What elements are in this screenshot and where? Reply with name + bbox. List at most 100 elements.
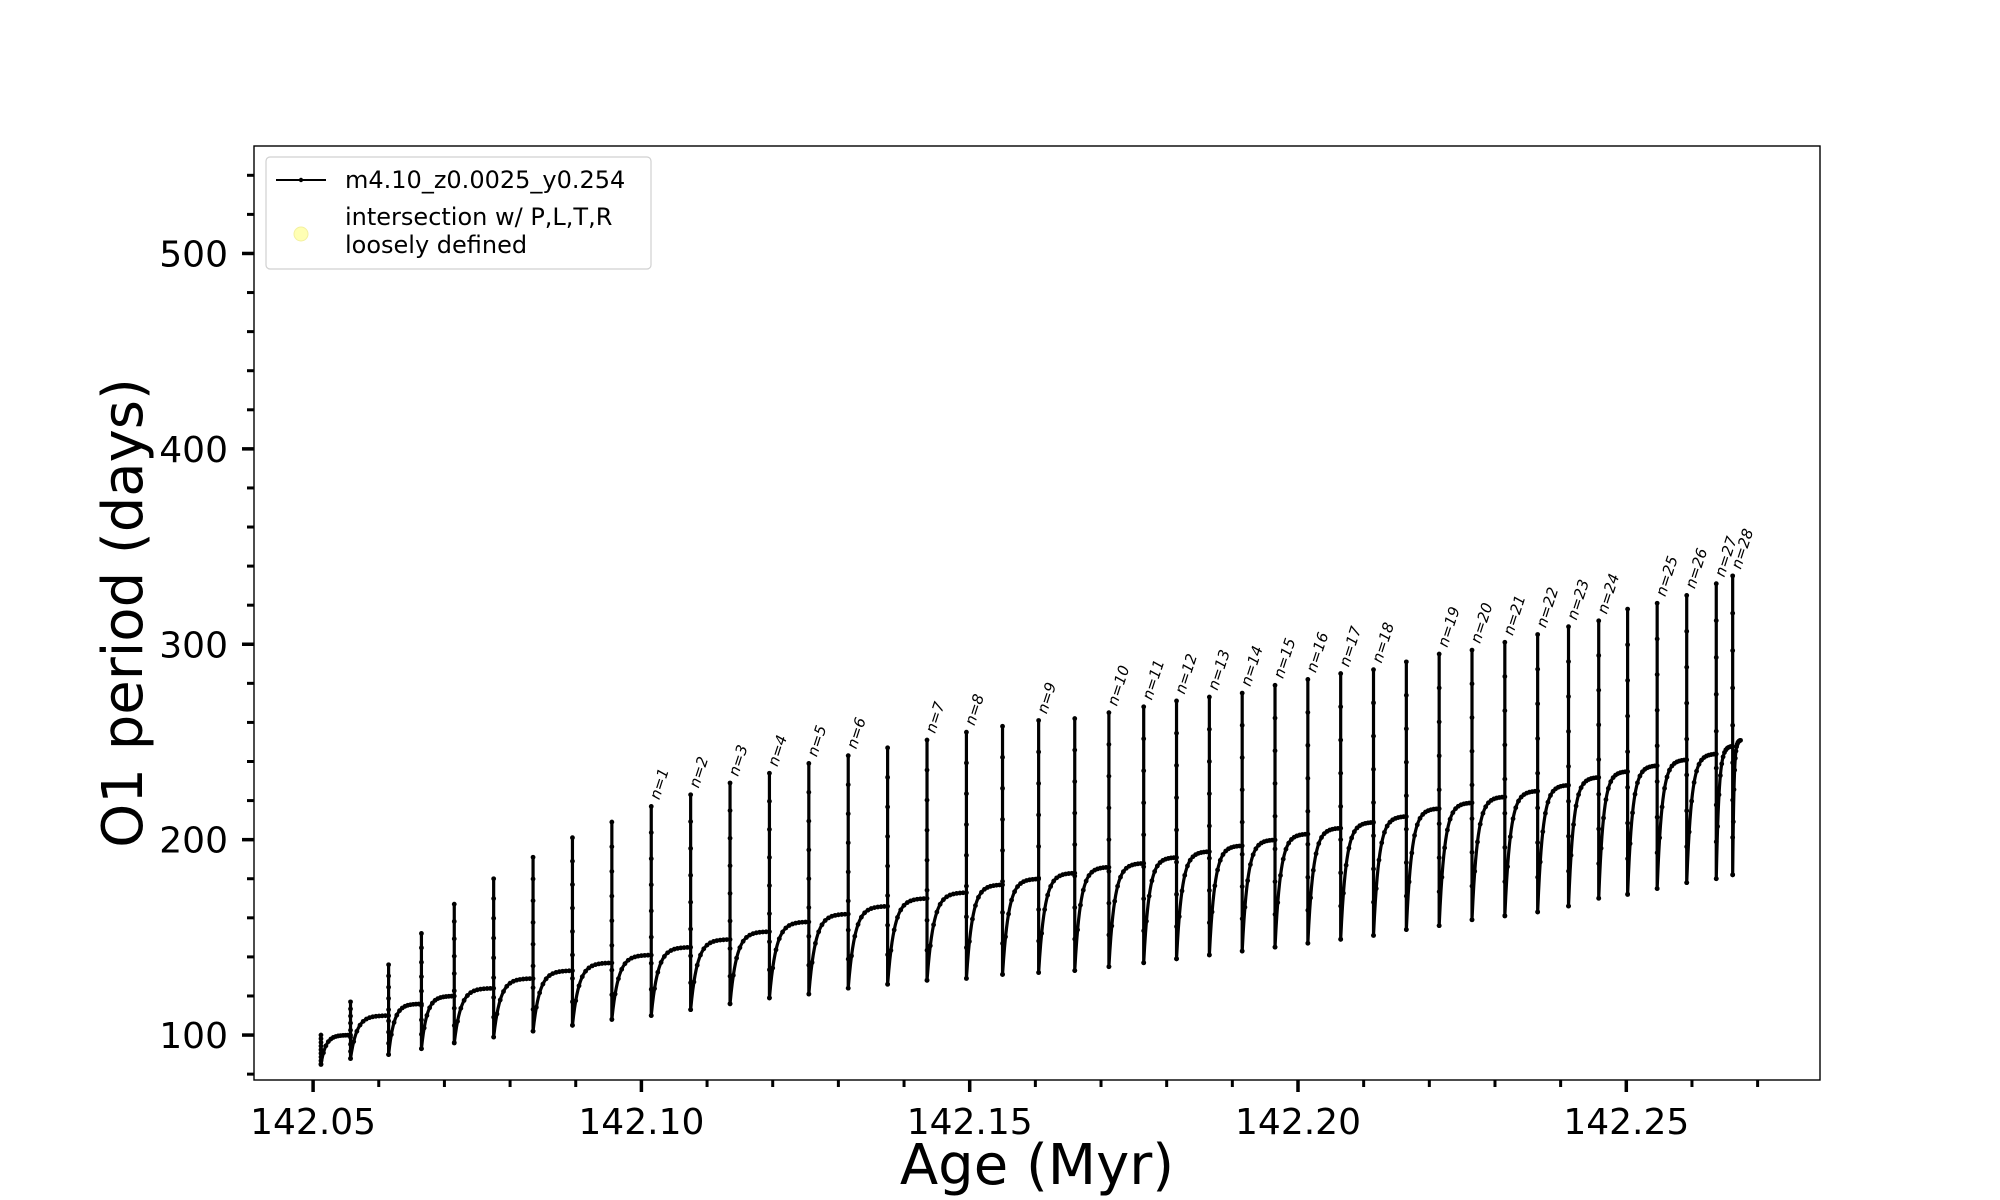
series-point bbox=[885, 893, 891, 898]
series-point bbox=[1174, 698, 1179, 704]
series-point bbox=[579, 974, 585, 980]
series-point bbox=[964, 760, 969, 766]
series-point bbox=[348, 1027, 353, 1033]
series-point bbox=[1349, 835, 1355, 841]
series-point bbox=[1239, 819, 1245, 825]
series-point bbox=[609, 844, 615, 850]
series-point bbox=[1141, 800, 1147, 806]
series-point bbox=[386, 984, 391, 990]
series-point bbox=[1075, 927, 1080, 933]
series-point bbox=[1036, 812, 1042, 818]
series-point bbox=[419, 1046, 424, 1052]
series-point bbox=[609, 1017, 615, 1022]
series-point bbox=[1732, 767, 1738, 773]
series-point bbox=[530, 976, 536, 981]
series-point bbox=[530, 920, 536, 925]
x-axis-label: Age (Myr) bbox=[900, 1133, 1174, 1198]
series-point bbox=[1403, 893, 1409, 899]
series-point bbox=[1106, 932, 1112, 938]
series-point bbox=[1106, 964, 1112, 970]
series-point bbox=[622, 961, 628, 967]
series-point bbox=[1694, 768, 1699, 774]
series-point bbox=[964, 975, 969, 981]
series-point bbox=[924, 797, 930, 803]
series-point bbox=[386, 1052, 391, 1057]
series-point bbox=[348, 1041, 353, 1047]
series-point bbox=[1338, 704, 1344, 710]
series-point bbox=[1730, 573, 1736, 579]
series-point bbox=[1403, 726, 1409, 732]
series-point bbox=[1635, 780, 1640, 786]
series-point bbox=[451, 1023, 457, 1028]
series-point bbox=[491, 876, 497, 882]
series-point bbox=[1036, 844, 1042, 849]
series-point bbox=[1576, 792, 1581, 797]
series-point bbox=[609, 943, 615, 948]
series-point bbox=[1625, 784, 1631, 790]
series-point bbox=[1483, 804, 1489, 810]
series-point bbox=[1305, 874, 1311, 880]
series-point bbox=[845, 840, 851, 846]
series-point bbox=[1000, 879, 1005, 884]
series-point bbox=[1006, 911, 1011, 917]
legend-circle-marker bbox=[293, 226, 309, 242]
series-point bbox=[1568, 852, 1574, 858]
series-point bbox=[806, 962, 812, 968]
series-point bbox=[1072, 873, 1078, 879]
series-point bbox=[1403, 793, 1409, 799]
series-point bbox=[1000, 910, 1005, 915]
series-point bbox=[1469, 917, 1475, 923]
series-point bbox=[1182, 872, 1188, 878]
cycle-annotation: n=17 bbox=[1335, 624, 1365, 669]
series-point bbox=[1149, 878, 1155, 884]
series-point bbox=[1578, 785, 1584, 791]
series-point bbox=[727, 1001, 733, 1007]
series-point bbox=[698, 952, 703, 958]
series-point bbox=[455, 1018, 460, 1024]
cycle-annotation: n=3 bbox=[725, 743, 752, 779]
series-point bbox=[1684, 772, 1690, 778]
series-point bbox=[1566, 729, 1571, 734]
series-point bbox=[451, 1005, 457, 1011]
series-point bbox=[1696, 761, 1702, 767]
series-point bbox=[1507, 834, 1513, 840]
series-point bbox=[806, 789, 812, 795]
series-point bbox=[648, 856, 654, 862]
series-point bbox=[809, 960, 815, 965]
series-point bbox=[451, 988, 457, 994]
series-point bbox=[1176, 914, 1182, 919]
series-point bbox=[491, 935, 497, 941]
series-point bbox=[888, 948, 894, 953]
series-point bbox=[619, 966, 625, 972]
series-point bbox=[1596, 757, 1602, 762]
series-point bbox=[348, 1049, 353, 1054]
series-point bbox=[419, 945, 424, 951]
series-point bbox=[891, 927, 897, 933]
series-point bbox=[1036, 907, 1042, 912]
series-point bbox=[806, 761, 812, 766]
series-point bbox=[1080, 887, 1086, 893]
series-point bbox=[1072, 716, 1078, 721]
series-point bbox=[1174, 763, 1179, 768]
series-point bbox=[767, 911, 772, 917]
series-point bbox=[1371, 833, 1376, 839]
series-point bbox=[1733, 748, 1739, 754]
series-point bbox=[885, 745, 891, 751]
series-point bbox=[386, 1013, 391, 1019]
series-point bbox=[1447, 816, 1453, 822]
series-point bbox=[727, 780, 733, 786]
series-point bbox=[1000, 972, 1005, 977]
series-point bbox=[1469, 883, 1475, 889]
series-point bbox=[1596, 775, 1602, 780]
series-point bbox=[1566, 624, 1571, 630]
series-point bbox=[1566, 694, 1571, 699]
series-point bbox=[1436, 821, 1442, 827]
series-point bbox=[419, 1003, 424, 1008]
series-point bbox=[1719, 761, 1725, 767]
series-point bbox=[1000, 754, 1005, 760]
series-point bbox=[1713, 765, 1719, 771]
series-point bbox=[734, 955, 739, 961]
series-point bbox=[924, 977, 930, 983]
series-point bbox=[688, 926, 694, 932]
series-point bbox=[773, 947, 779, 953]
